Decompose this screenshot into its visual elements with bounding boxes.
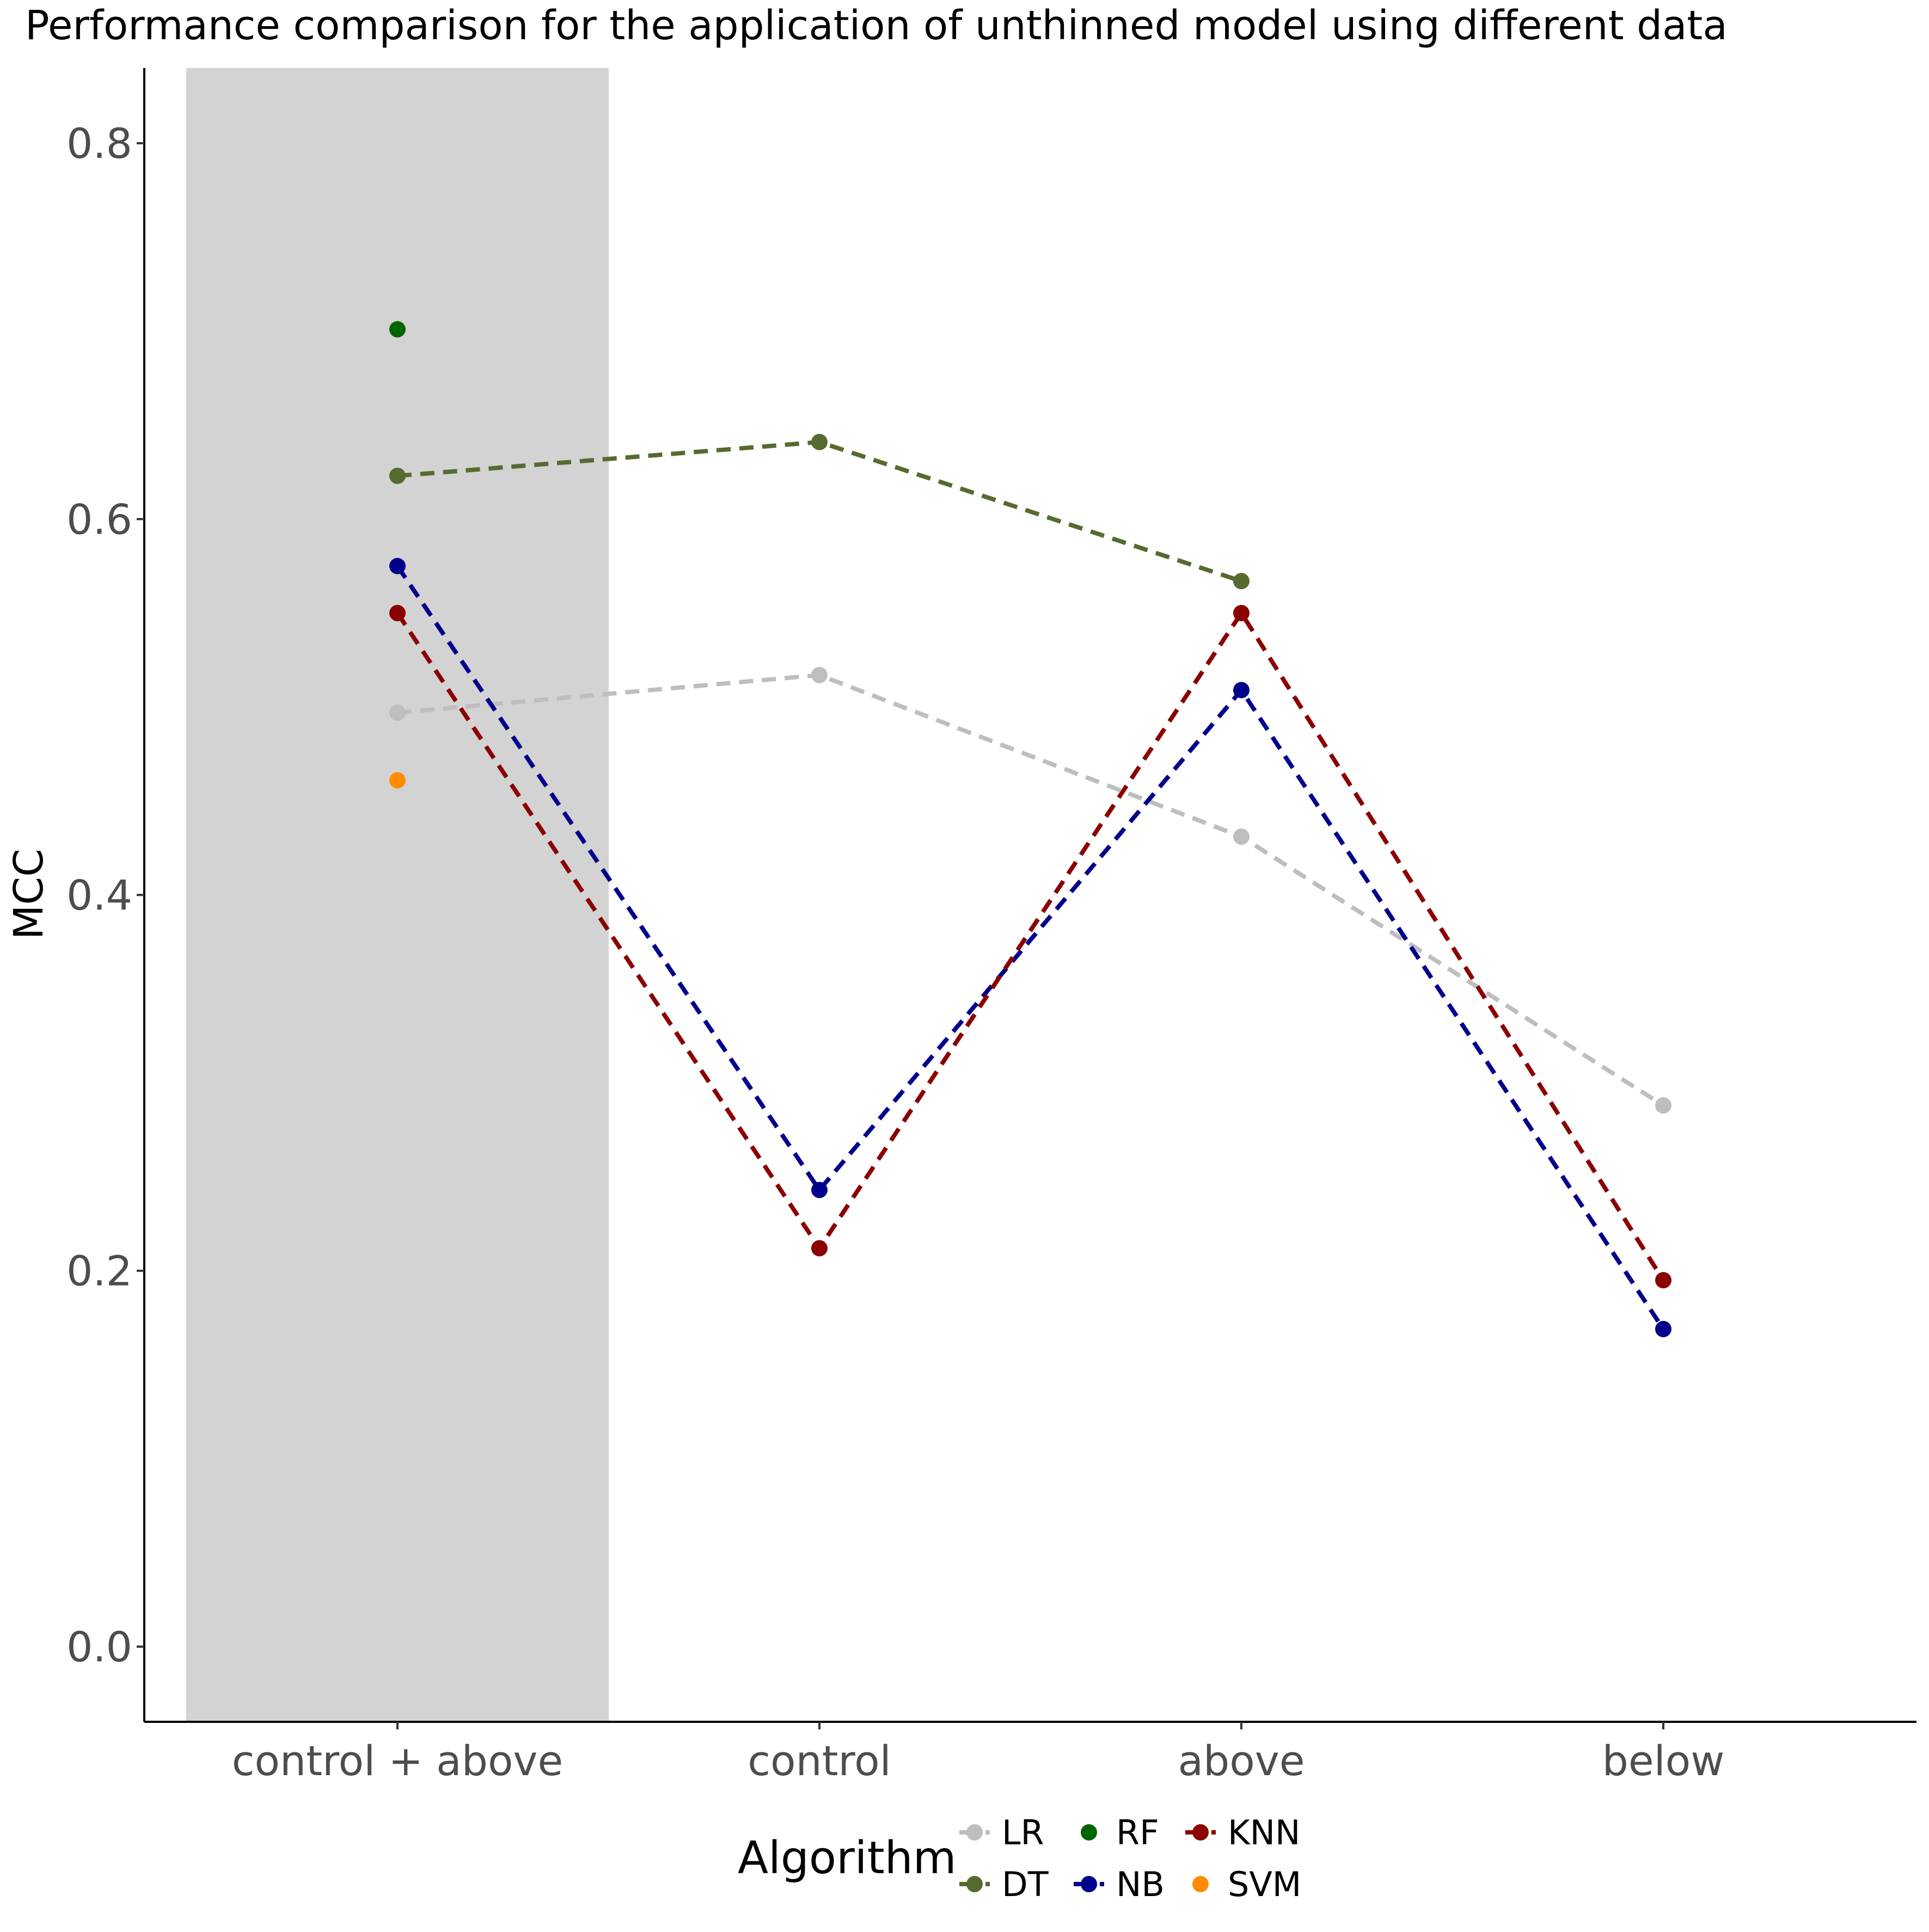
series-line-nb: [395, 565, 1665, 1330]
legend-marker-rf: [1081, 1824, 1097, 1841]
x-tick-label: above: [1178, 1737, 1305, 1785]
x-tick-label: control + above: [232, 1737, 563, 1785]
data-point-lr: [1655, 1097, 1671, 1114]
y-tick-label: 0.6: [66, 495, 132, 543]
x-tick-label: control: [748, 1737, 891, 1785]
series-line-knn: [395, 609, 1665, 1282]
y-tick-label: 0.0: [66, 1623, 132, 1671]
legend-marker-dt: [966, 1876, 983, 1892]
legend-label-dt: DT: [1002, 1864, 1049, 1904]
data-point-knn: [811, 1240, 828, 1257]
data-point-svm: [389, 772, 406, 788]
data-point-rf: [389, 321, 406, 338]
x-tick-label: below: [1602, 1737, 1725, 1785]
data-point-lr: [811, 667, 828, 683]
data-point-dt: [811, 433, 828, 450]
legend-label-knn: KNN: [1228, 1813, 1300, 1852]
legend-label-lr: LR: [1002, 1813, 1044, 1852]
y-tick-label: 0.2: [66, 1247, 132, 1295]
y-tick-label: 0.4: [66, 871, 132, 920]
series-line-lr: [397, 672, 1665, 1108]
legend-key-dt: [959, 1876, 990, 1892]
data-point-lr: [389, 704, 406, 721]
data-point-dt: [389, 467, 406, 484]
legend-key-knn: [1185, 1824, 1216, 1841]
y-tick-label: 0.8: [66, 119, 132, 168]
legend-label-svm: SVM: [1228, 1864, 1301, 1904]
y-axis-title: MCC: [5, 848, 52, 939]
data-point-nb: [1655, 1320, 1671, 1337]
data-point-knn: [1233, 604, 1250, 621]
highlight-band: [186, 68, 609, 1722]
data-point-nb: [811, 1182, 828, 1199]
data-point-nb: [1233, 682, 1250, 699]
chart-title: Performance comparison for the applicati…: [25, 2, 1728, 49]
data-point-dt: [1233, 573, 1250, 590]
legend-label-rf: RF: [1116, 1813, 1159, 1852]
legend-key-rf: [1081, 1824, 1097, 1841]
legend-key-lr: [959, 1824, 990, 1841]
legend-marker-svm: [1192, 1876, 1209, 1892]
data-point-knn: [389, 604, 406, 621]
legend-marker-nb: [1081, 1876, 1097, 1892]
legend-label-nb: NB: [1116, 1864, 1165, 1904]
legend-title: Algorithm: [738, 1832, 957, 1884]
legend-key-nb: [1074, 1876, 1104, 1892]
legend-marker-knn: [1192, 1824, 1209, 1841]
data-point-knn: [1655, 1271, 1671, 1288]
data-point-lr: [1233, 828, 1250, 845]
legend-marker-lr: [966, 1824, 983, 1841]
legend-key-svm: [1192, 1876, 1209, 1892]
data-point-nb: [389, 558, 406, 574]
